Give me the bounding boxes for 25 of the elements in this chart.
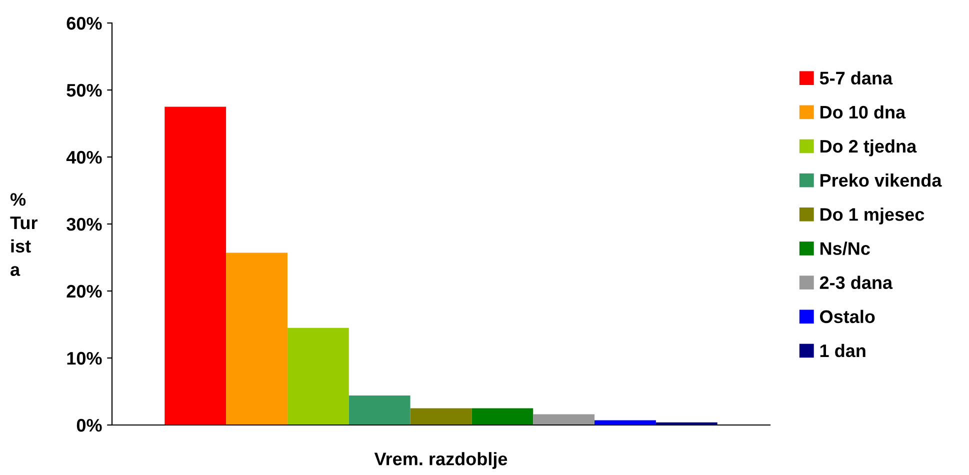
y-axis-title: % Tur ist a	[10, 193, 38, 276]
y-tick-label: 40%	[66, 150, 102, 164]
y-tick-label: 60%	[66, 16, 102, 30]
legend-label: Do 10 dna	[820, 105, 906, 119]
y-tick-label: 50%	[66, 84, 102, 97]
bar	[287, 328, 349, 425]
legend-label: 2-3 dana	[820, 276, 893, 290]
bar	[533, 414, 595, 425]
y-tick-label: 20%	[66, 284, 102, 298]
legend-label: Ostalo	[820, 310, 875, 324]
y-tick-label: 0%	[76, 418, 102, 432]
legend-label: Ns/Nc	[820, 242, 870, 256]
legend-label: 5-7 dana	[820, 71, 893, 85]
bar	[472, 408, 534, 425]
x-axis-title: Vrem. razdoblje	[374, 452, 508, 469]
bar	[348, 396, 410, 425]
legend-label: Do 1 mjesec	[820, 208, 924, 224]
legend-label: 1 dan	[820, 344, 866, 358]
y-tick-label: 30%	[66, 218, 102, 231]
bar	[226, 252, 288, 425]
legend-label: Do 2 tjedna	[820, 139, 917, 156]
y-tick-label: 10%	[67, 352, 102, 365]
bar	[410, 408, 472, 425]
bar	[164, 106, 226, 425]
legend-label: Preko vikenda	[820, 174, 942, 187]
